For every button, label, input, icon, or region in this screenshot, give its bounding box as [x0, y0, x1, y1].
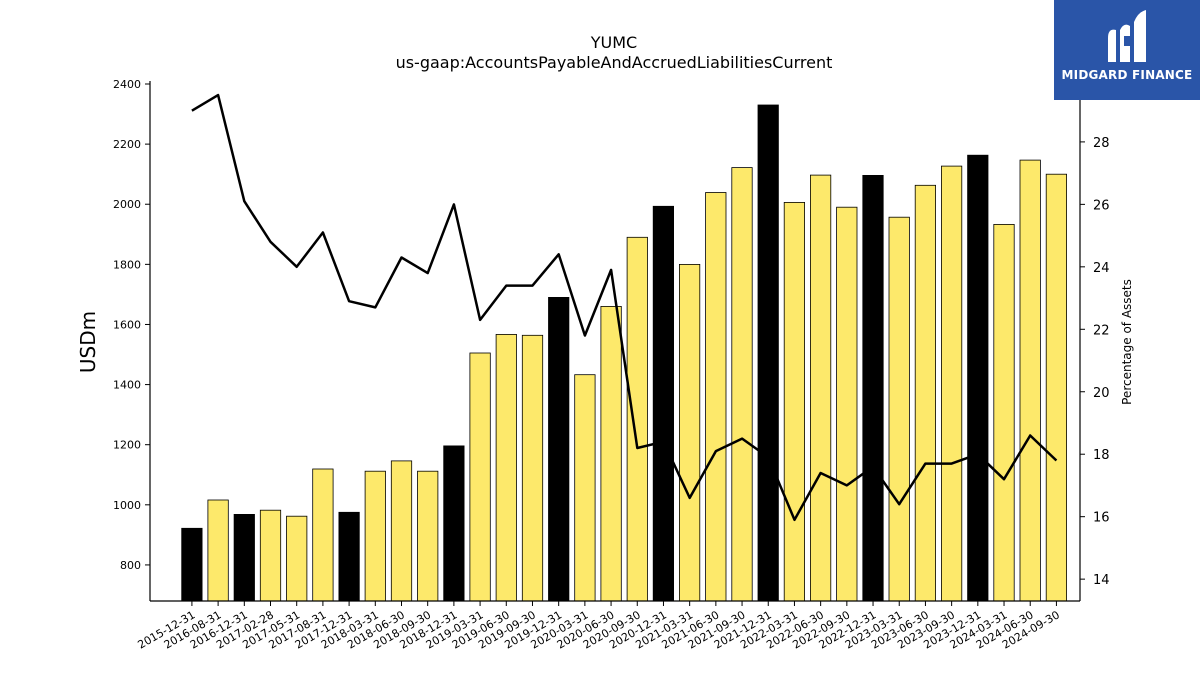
bar: [548, 296, 570, 602]
bar: [862, 174, 884, 602]
y2-tick-label: 14: [1093, 573, 1110, 588]
y-tick-label: 2000: [113, 198, 141, 211]
bar: [1045, 173, 1067, 602]
bar: [574, 374, 596, 602]
y-tick-label: 1800: [113, 258, 141, 271]
bar: [967, 154, 989, 602]
bar: [810, 174, 832, 602]
y-tick-label: 1000: [113, 499, 141, 512]
y2-tick-label: 18: [1093, 448, 1110, 463]
bar: [390, 460, 413, 602]
bar: [836, 206, 858, 602]
bar: [495, 333, 517, 602]
bar: [626, 236, 648, 602]
bar: [941, 165, 963, 602]
y-axis-label: USDm: [76, 311, 100, 373]
y2-tick-label: 28: [1093, 136, 1110, 151]
y-tick-label: 1200: [113, 439, 141, 452]
bar: [1019, 159, 1041, 602]
bar: [652, 205, 675, 602]
chart-title: YUMC: [590, 33, 637, 52]
bar: [914, 184, 937, 602]
y2-tick-label: 26: [1093, 198, 1110, 213]
plot-area: 800 1000 1200 1400 1600 1800 2000 2200 2400 14 16 1…: [113, 78, 1110, 652]
bar: [312, 468, 334, 602]
y2-tick-label: 22: [1093, 323, 1110, 338]
bar: [364, 470, 386, 602]
bar: [600, 305, 622, 602]
y-tick-label: 1400: [113, 379, 141, 392]
bar: [207, 499, 229, 602]
y2-tick-label: 20: [1093, 386, 1110, 401]
bar: [757, 104, 779, 602]
brand-logo: MIDGARD FINANCE: [1054, 0, 1200, 100]
bar: [286, 515, 308, 602]
bar: [679, 263, 701, 602]
y-tick-label: 2400: [113, 78, 141, 91]
bar: [783, 201, 806, 602]
y-tick-label: 1600: [113, 318, 141, 331]
bar: [233, 514, 255, 602]
bar: [705, 192, 727, 602]
y-tick-label: 2200: [113, 138, 141, 151]
bar: [181, 527, 203, 602]
bar: [993, 223, 1015, 602]
y2-axis-label: Percentage of Assets: [1120, 279, 1134, 405]
y-tick-label: 800: [120, 559, 141, 572]
brand-name: MIDGARD FINANCE: [1061, 68, 1193, 82]
bar: [888, 216, 910, 602]
bar: [259, 509, 282, 602]
bar: [338, 511, 360, 602]
bar: [443, 445, 465, 602]
chart-subtitle: us-gaap:AccountsPayableAndAccruedLiabili…: [396, 53, 833, 72]
bar: [417, 470, 439, 602]
percentage-line: [191, 93, 1058, 522]
bar: [731, 167, 753, 602]
y2-tick-label: 16: [1093, 511, 1110, 526]
bar: [521, 334, 544, 602]
y2-tick-label: 24: [1093, 261, 1110, 276]
midgard-m-logo-icon: [1108, 10, 1146, 63]
bar: [469, 352, 491, 602]
